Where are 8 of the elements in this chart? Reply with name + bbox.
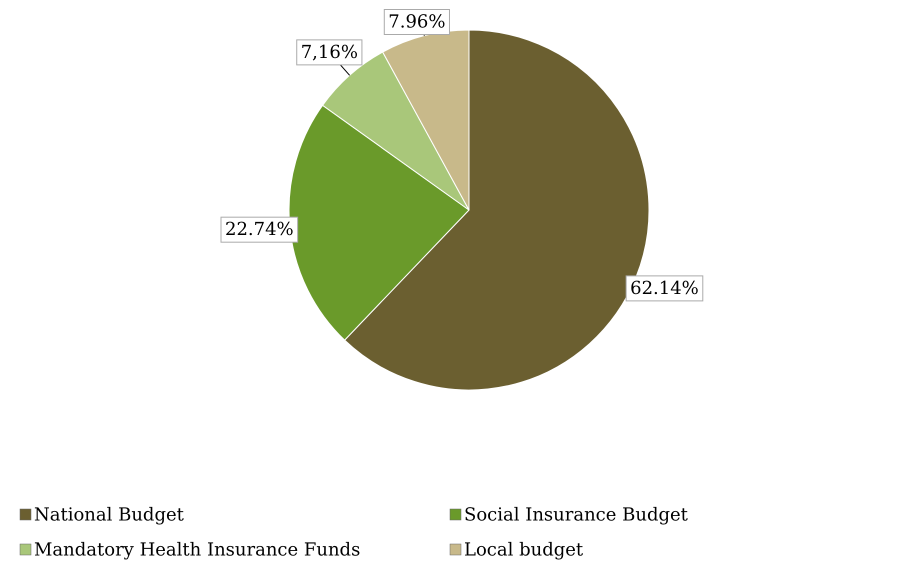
- legend-label: Local budget: [464, 540, 584, 560]
- data-label: 22.74%: [225, 219, 294, 240]
- legend-label: Social Insurance Budget: [464, 504, 689, 526]
- data-label: 7,16%: [300, 42, 358, 63]
- data-label: 62.14%: [630, 278, 699, 299]
- legend-label: Mandatory Health Insurance Funds: [34, 540, 360, 560]
- legend-label: National Budget: [34, 504, 185, 526]
- data-label: 7.96%: [388, 12, 446, 32]
